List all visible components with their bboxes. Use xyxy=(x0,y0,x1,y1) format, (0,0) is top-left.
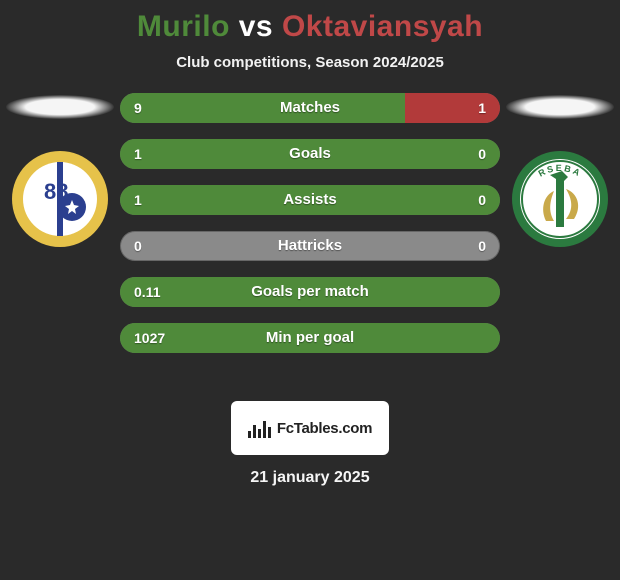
title-vs: vs xyxy=(239,10,273,43)
player-left-shadow xyxy=(6,95,114,119)
player-left-crest: 88 xyxy=(10,149,110,249)
player-right-shadow xyxy=(506,95,614,119)
stat-label: Assists xyxy=(120,185,500,215)
player-left-column: 88 xyxy=(0,93,120,249)
player-right-column: RSEBA xyxy=(500,93,620,249)
title-right: Oktaviansyah xyxy=(282,10,483,43)
fctables-badge: FcTables.com xyxy=(231,401,389,455)
stat-row: 00Hattricks xyxy=(120,231,500,261)
stat-row: 0.11Goals per match xyxy=(120,277,500,307)
comparison-title: Murilo vs Oktaviansyah xyxy=(0,0,620,44)
stat-label: Min per goal xyxy=(120,323,500,353)
title-left: Murilo xyxy=(137,10,230,43)
bar-chart-icon xyxy=(248,418,271,438)
subtitle: Club competitions, Season 2024/2025 xyxy=(0,54,620,71)
comparison-body: 88 RSEBA 91Matc xyxy=(0,93,620,393)
stat-bars: 91Matches 10Goals 10Assists 00Hattricks 0.11… xyxy=(120,93,500,369)
stat-label: Goals xyxy=(120,139,500,169)
stat-row: 1027Min per goal xyxy=(120,323,500,353)
stat-label: Goals per match xyxy=(120,277,500,307)
stat-row: 10Goals xyxy=(120,139,500,169)
stat-row: 91Matches xyxy=(120,93,500,123)
stat-label: Matches xyxy=(120,93,500,123)
player-right-crest: RSEBA xyxy=(510,149,610,249)
player-left-crest-svg: 88 xyxy=(10,149,110,249)
snapshot-date: 21 january 2025 xyxy=(0,469,620,487)
stat-label: Hattricks xyxy=(120,231,500,261)
fctables-text: FcTables.com xyxy=(277,420,372,437)
player-right-crest-svg: RSEBA xyxy=(510,149,610,249)
stat-row: 10Assists xyxy=(120,185,500,215)
